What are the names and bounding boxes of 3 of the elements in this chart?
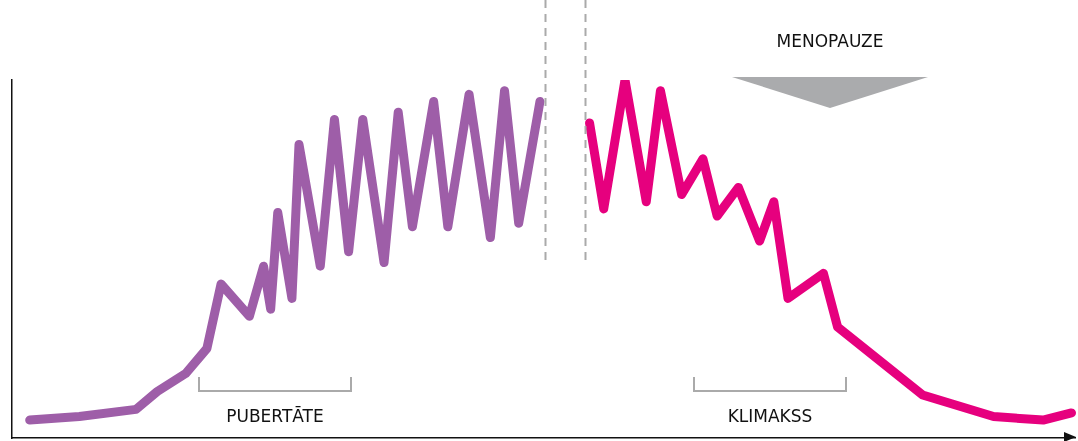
annotation: PUBERTĀTE xyxy=(226,406,324,426)
text: MENOPAUZE xyxy=(776,31,884,51)
annotation: KLIMAKSS xyxy=(727,406,813,426)
